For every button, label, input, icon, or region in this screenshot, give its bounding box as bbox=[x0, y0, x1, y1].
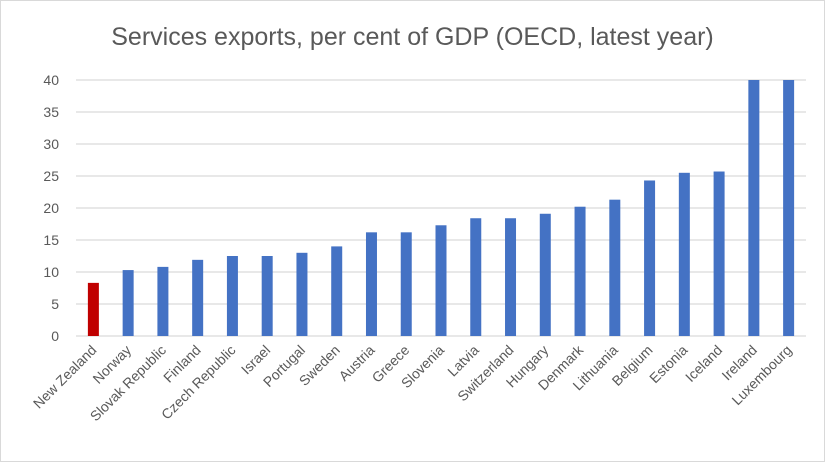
y-tick-label: 5 bbox=[51, 296, 59, 312]
bar-czech-republic bbox=[226, 256, 238, 336]
bar-switzerland bbox=[505, 218, 517, 336]
bar-belgium bbox=[644, 180, 656, 336]
bar-lithuania bbox=[609, 199, 621, 336]
bar-slovak-republic bbox=[157, 266, 169, 336]
bar-iceland bbox=[713, 171, 725, 336]
bar-sweden bbox=[331, 246, 343, 336]
bar-denmark bbox=[574, 206, 586, 336]
bar-hungary bbox=[539, 213, 551, 336]
bar-finland bbox=[192, 259, 204, 336]
y-tick-label: 40 bbox=[43, 72, 59, 88]
x-tick-label: Estonia bbox=[646, 342, 690, 386]
bar-estonia bbox=[678, 172, 690, 336]
bar-luxembourg bbox=[783, 80, 795, 336]
y-tick-label: 15 bbox=[43, 232, 59, 248]
bar-austria bbox=[365, 232, 377, 336]
y-tick-label: 20 bbox=[43, 200, 59, 216]
x-tick-label: New Zealand bbox=[30, 342, 100, 412]
bar-norway bbox=[122, 270, 134, 336]
y-tick-label: 10 bbox=[43, 264, 59, 280]
bar-new-zealand bbox=[87, 282, 99, 336]
y-tick-label: 25 bbox=[43, 168, 59, 184]
bar-israel bbox=[261, 256, 273, 336]
chart-title: Services exports, per cent of GDP (OECD,… bbox=[111, 23, 714, 51]
y-tick-label: 35 bbox=[43, 104, 59, 120]
bar-slovenia bbox=[435, 225, 447, 336]
bar-greece bbox=[400, 232, 412, 336]
bar-latvia bbox=[470, 218, 482, 336]
x-tick-label: Iceland bbox=[682, 342, 725, 385]
y-tick-label: 30 bbox=[43, 136, 59, 152]
bar-portugal bbox=[296, 252, 308, 336]
y-tick-label: 0 bbox=[51, 328, 59, 344]
bar-ireland bbox=[748, 80, 760, 336]
